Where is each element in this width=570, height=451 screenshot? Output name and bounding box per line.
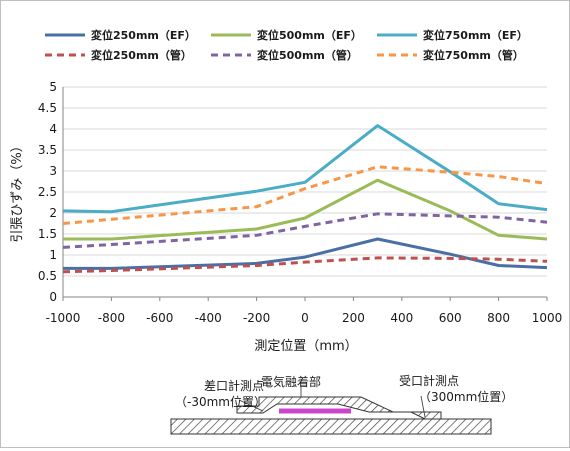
x-tick-label: 600 [439, 311, 462, 325]
series-line-1 [63, 237, 548, 270]
spigot-position-label: （-30mm位置） [175, 394, 266, 409]
series-lines [62, 124, 548, 274]
x-tick-label: 400 [390, 311, 413, 325]
legend-label-2: 変位500mm（EF） [257, 28, 362, 42]
x-tick-label: 800 [487, 311, 510, 325]
y-tick-label: 2.5 [38, 185, 57, 199]
x-tick-label: -400 [195, 311, 222, 325]
y-tick-label: 1.5 [38, 227, 57, 241]
y-axis-title: 引張ひずみ（%） [10, 139, 25, 242]
y-tick-label: 3 [49, 164, 57, 178]
socket-leader-line [420, 395, 426, 418]
series-line-3 [62, 124, 548, 214]
x-tick-label: 0 [301, 311, 309, 325]
x-tick-label: -1000 [46, 311, 81, 325]
spigot-point-label: 差口計測点 [204, 378, 264, 393]
y-tick-label: 2 [49, 206, 57, 220]
socket-position-label: （300mm位置） [419, 389, 513, 404]
y-tick-label: 0.5 [38, 269, 57, 283]
legend-label-1: 変位250mm（EF） [91, 28, 196, 42]
fusion-label: 電気融着部 [261, 374, 321, 389]
y-axis-ticks: 0 0.5 1 1.5 2 2.5 3 3.5 4 4.5 5 [38, 80, 57, 304]
x-axis-ticks: -1000 -800 -600 -400 -200 0 200 400 600 800 1000 [46, 297, 563, 325]
x-tick-label: 1000 [532, 311, 563, 325]
pipe-body-shape [170, 418, 492, 435]
legend-label-4: 変位250mm（管） [91, 48, 192, 62]
legend-label-5: 変位500mm（管） [257, 48, 358, 62]
socket-point-label: 受口計測点 [399, 373, 459, 388]
legend-label-6: 変位750mm（管） [423, 48, 524, 62]
spigot-leader-line [238, 399, 264, 412]
x-tick-label: -800 [98, 311, 125, 325]
y-tick-label: 1 [49, 248, 57, 262]
x-tick-label: -600 [146, 311, 173, 325]
x-tick-label: 200 [342, 311, 365, 325]
y-tick-label: 5 [49, 80, 57, 94]
y-tick-label: 4.5 [38, 101, 57, 115]
series-line-6 [62, 165, 548, 225]
y-tick-label: 3.5 [38, 143, 57, 157]
gridlines [62, 86, 547, 298]
pipe-socket-shape [236, 396, 442, 420]
series-line-4 [62, 256, 548, 274]
series-line-5 [62, 212, 548, 249]
legend-label-3: 変位750mm（EF） [423, 28, 528, 42]
y-tick-label: 4 [49, 122, 57, 136]
series-line-2 [63, 178, 548, 241]
chart-legend: 変位250mm（EF） 変位500mm（EF） 変位750mm（EF） 変位250mm… [45, 28, 528, 62]
x-axis-title: 測定位置（mm） [254, 339, 357, 354]
pipe-joint-diagram: 差口計測点 （-30mm位置） 電気融着部 受口計測点 （300mm位置） [170, 373, 513, 435]
y-tick-label: 0 [49, 290, 57, 304]
x-tick-label: -200 [243, 311, 270, 325]
